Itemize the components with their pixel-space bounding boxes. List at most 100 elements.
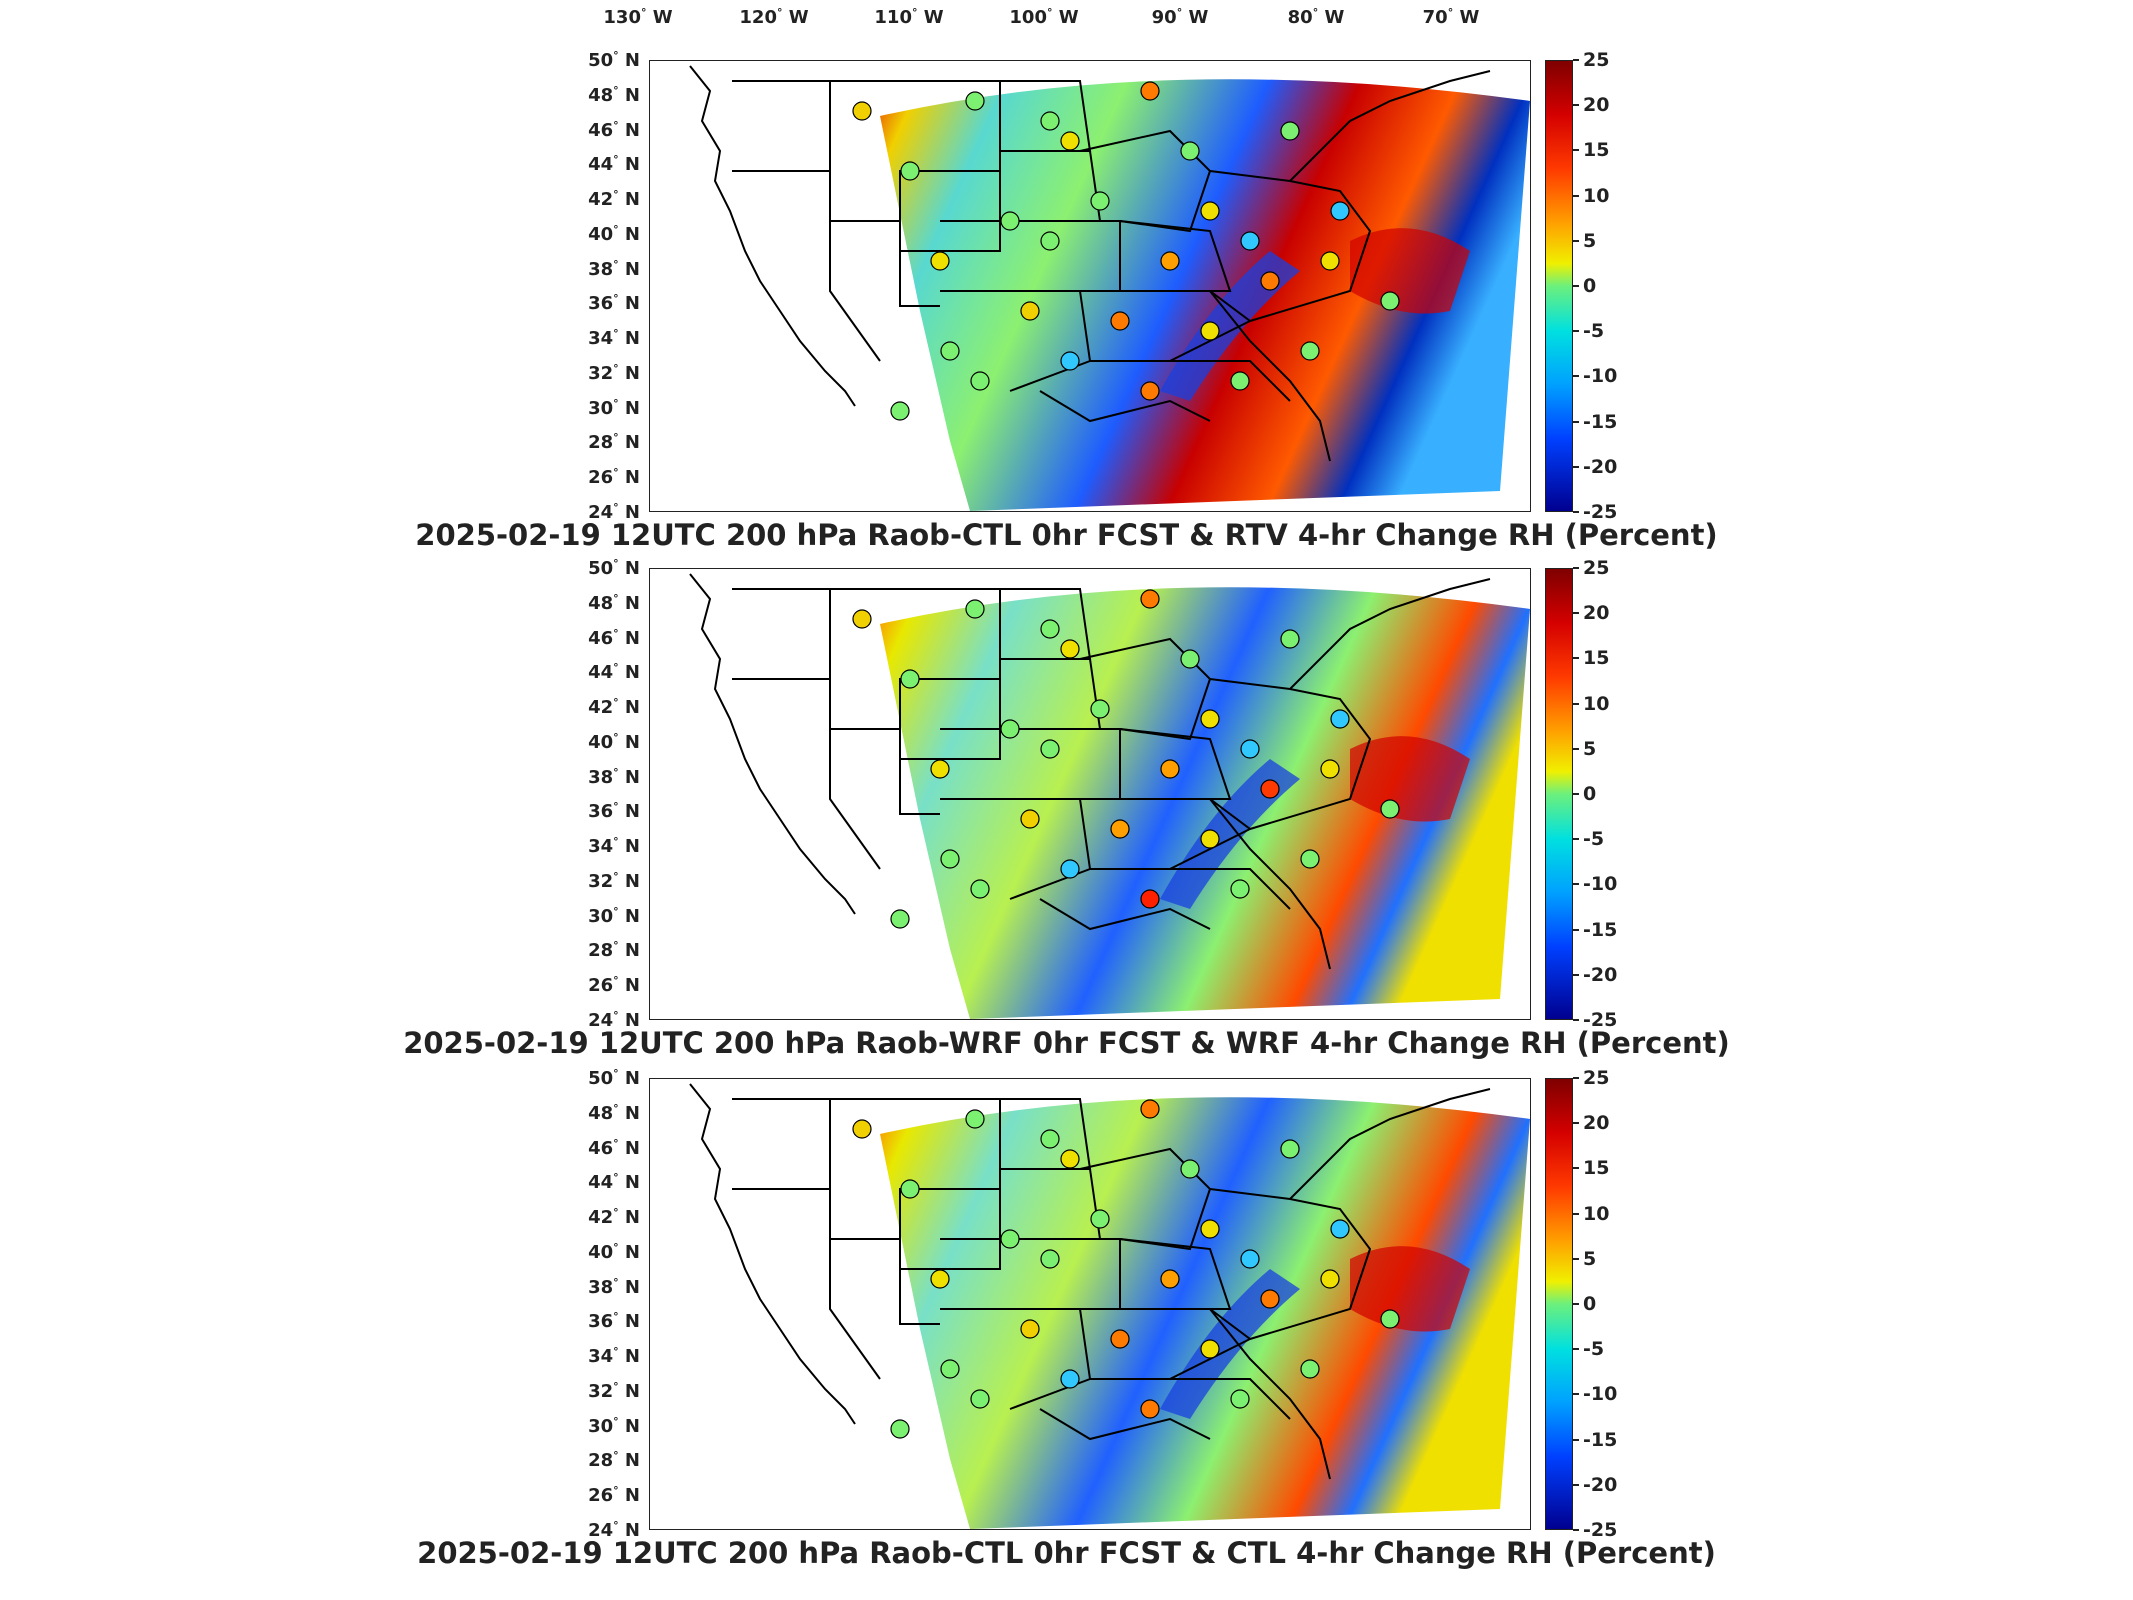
colorbar-tick-mark <box>1573 1077 1579 1079</box>
colorbar-tick-label: 0 <box>1583 275 1597 297</box>
latitude-label: 42° N <box>588 696 640 719</box>
colorbar-tick-label: -25 <box>1583 501 1618 523</box>
state-boundary <box>732 588 831 680</box>
colorbar-tick-label: 10 <box>1583 184 1610 207</box>
colorbar-tick-label: 10 <box>1583 1202 1610 1225</box>
map-frame <box>649 60 1531 512</box>
rh-field-shading <box>880 587 1530 1019</box>
raob-station-marker <box>890 401 910 421</box>
raob-station-marker <box>1180 141 1200 161</box>
latitude-label: 24° N <box>588 1519 640 1541</box>
colorbar-tick-label: -5 <box>1583 320 1605 343</box>
colorbar-tick-mark <box>1573 285 1579 287</box>
state-boundary <box>940 290 1092 392</box>
raob-station-marker <box>1240 739 1260 759</box>
raob-station-marker <box>1330 201 1350 221</box>
raob-station-marker <box>1110 1329 1130 1349</box>
latitude-label: 32° N <box>588 869 640 892</box>
state-boundary <box>900 678 1001 760</box>
latitude-label: 28° N <box>588 431 640 454</box>
raob-station-marker <box>1020 301 1040 321</box>
colorbar-tick-label: -10 <box>1583 365 1618 388</box>
latitude-label: 28° N <box>588 939 640 962</box>
state-boundary <box>1170 360 1291 402</box>
raob-station-marker <box>965 91 985 111</box>
panel-title: 2025-02-19 12UTC 200 hPa Raob-CTL 0hr FC… <box>415 518 1718 552</box>
colorbar-tick-mark <box>1573 747 1579 750</box>
colorbar-tick-mark <box>1573 149 1579 152</box>
longitude-label: 120° W <box>739 6 809 28</box>
state-boundary <box>1170 1378 1291 1420</box>
raob-station-marker <box>1380 291 1400 311</box>
map-frame <box>649 568 1531 1020</box>
colorbar-tick-label: -20 <box>1583 1473 1618 1496</box>
colorbar-tick-label: 20 <box>1583 1112 1610 1135</box>
raob-station-marker <box>1060 859 1080 879</box>
colorbar-tick-mark <box>1573 838 1579 841</box>
state-boundary <box>940 1308 1092 1410</box>
latitude-label: 30° N <box>588 1414 640 1437</box>
latitude-label: 38° N <box>588 1275 640 1298</box>
state-boundary <box>732 1098 831 1190</box>
colorbar-tick-label: 25 <box>1583 557 1610 579</box>
raob-station-marker <box>940 849 960 869</box>
colorbar-tick-label: 5 <box>1583 737 1597 760</box>
raob-station-marker <box>1200 201 1220 221</box>
longitude-label: 110° W <box>874 6 944 28</box>
colorbar-tick-label: -25 <box>1583 1009 1618 1031</box>
colorbar <box>1545 568 1573 1020</box>
latitude-label: 46° N <box>588 118 640 141</box>
latitude-label: 30° N <box>588 396 640 419</box>
raob-station-marker <box>1300 1359 1320 1379</box>
colorbar-tick-label: -5 <box>1583 828 1605 851</box>
colorbar-tick-mark <box>1573 1122 1579 1125</box>
raob-station-marker <box>1330 1219 1350 1239</box>
longitude-labels: 130° W 120° W 110° W 100° W 90° W 80° W 70° W <box>0 0 2133 40</box>
raob-station-marker <box>1200 709 1220 729</box>
raob-station-marker <box>930 759 950 779</box>
colorbar-tick-label: 20 <box>1583 602 1610 625</box>
moistening-region <box>1350 1246 1470 1332</box>
colorbar-tick-label: -25 <box>1583 1519 1618 1541</box>
colorbar-tick-label: -10 <box>1583 873 1618 896</box>
colorbar-tick-label: 15 <box>1583 647 1610 670</box>
longitude-label: 100° W <box>1009 6 1079 28</box>
latitude-label: 36° N <box>588 292 640 315</box>
raob-station-marker <box>1280 1139 1300 1159</box>
raob-station-marker <box>1280 629 1300 649</box>
latitude-label: 44° N <box>588 1171 640 1194</box>
latitude-label: 34° N <box>588 835 640 858</box>
colorbar-tick-mark <box>1573 375 1579 378</box>
raob-station-marker <box>940 341 960 361</box>
raob-station-marker <box>1230 371 1250 391</box>
state-boundary <box>1039 898 1211 931</box>
colorbar-tick-mark <box>1573 194 1579 197</box>
latitude-label: 32° N <box>588 1379 640 1402</box>
colorbar-tick-label: 5 <box>1583 1247 1597 1270</box>
state-boundary <box>940 798 1092 900</box>
state-boundary <box>1209 170 1372 322</box>
latitude-label: 24° N <box>588 1009 640 1031</box>
latitude-label: 38° N <box>588 257 640 280</box>
colorbar-tick-mark <box>1573 1019 1579 1021</box>
colorbar-tick-label: -15 <box>1583 918 1618 941</box>
raob-station-marker <box>852 101 872 121</box>
colorbar-tick-mark <box>1573 567 1579 569</box>
raob-station-marker <box>1260 1289 1280 1309</box>
colorbar-tick-label: 15 <box>1583 139 1610 162</box>
raob-station-marker <box>1200 1339 1220 1359</box>
raob-station-marker <box>1260 779 1280 799</box>
colorbar-tick-mark <box>1573 1393 1579 1396</box>
state-boundary <box>1170 868 1291 910</box>
raob-station-marker <box>1300 341 1320 361</box>
state-boundary <box>780 678 881 870</box>
colorbar-tick-mark <box>1573 1348 1579 1351</box>
latitude-label: 26° N <box>588 1484 640 1507</box>
latitude-label: 36° N <box>588 800 640 823</box>
raob-station-marker <box>1180 1159 1200 1179</box>
latitude-label: 46° N <box>588 626 640 649</box>
raob-station-marker <box>900 161 920 181</box>
raob-station-marker <box>1160 759 1180 779</box>
raob-station-marker <box>940 1359 960 1379</box>
colorbar-tick-mark <box>1573 1303 1579 1305</box>
